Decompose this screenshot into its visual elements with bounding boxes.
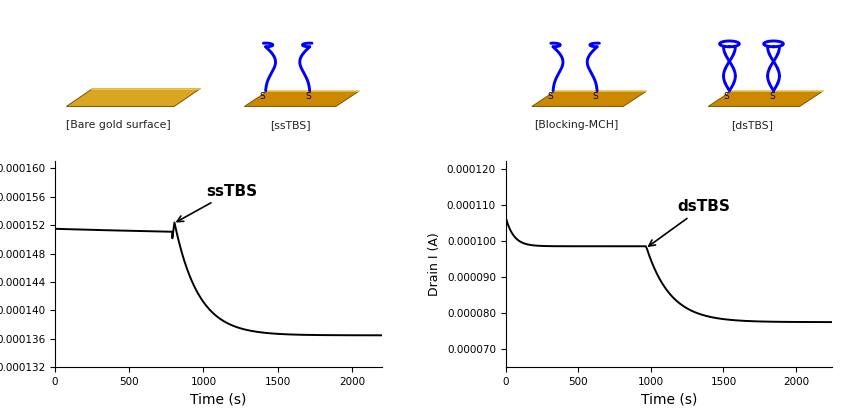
Text: S: S <box>722 92 728 101</box>
Text: [dsTBS]: [dsTBS] <box>730 120 772 130</box>
Text: S: S <box>592 92 598 101</box>
Text: S: S <box>305 92 311 101</box>
Text: ssTBS: ssTBS <box>176 184 257 222</box>
X-axis label: Time (s): Time (s) <box>640 393 696 407</box>
Text: S: S <box>259 92 265 101</box>
Text: S: S <box>546 92 552 101</box>
X-axis label: Time (s): Time (s) <box>190 393 246 407</box>
Polygon shape <box>244 91 358 107</box>
Text: dsTBS: dsTBS <box>648 199 729 246</box>
Text: [Blocking-MCH]: [Blocking-MCH] <box>533 120 617 130</box>
Text: S: S <box>768 92 774 101</box>
Text: [ssTBS]: [ssTBS] <box>269 120 310 130</box>
Polygon shape <box>67 89 200 107</box>
Y-axis label: Drain I (A): Drain I (A) <box>428 232 441 296</box>
Text: [Bare gold surface]: [Bare gold surface] <box>66 120 170 130</box>
Polygon shape <box>707 91 821 107</box>
Polygon shape <box>531 91 646 107</box>
